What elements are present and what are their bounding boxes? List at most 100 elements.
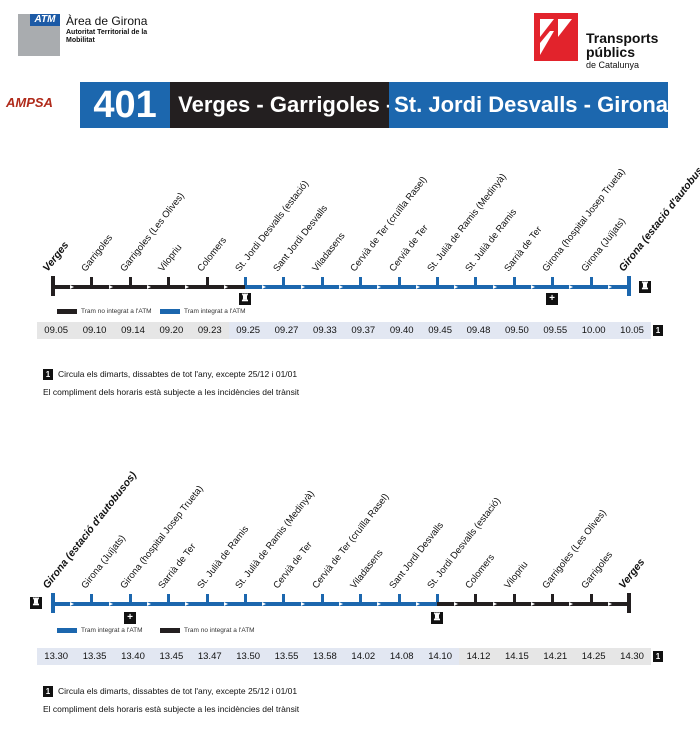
stop-label: Sarrià de Ter [502, 224, 545, 274]
time-cell: 14.21 [536, 648, 575, 665]
direction-arrow-icon [377, 602, 382, 606]
time-cell: 14.10 [420, 648, 460, 665]
time-cell: 14.08 [382, 648, 421, 665]
direction-arrow-icon [70, 285, 75, 289]
stop-label: Garrigoles [578, 549, 615, 591]
stop-tick [205, 594, 209, 602]
time-cell: 13.30 [37, 648, 76, 665]
train-icon: ♜ [431, 612, 443, 624]
timetable-row: 09.05 09.10 09.14 09.20 09.23 09.25 09.27 09.33… [37, 322, 652, 339]
stop-tick [589, 277, 593, 285]
route-name-black: Verges - Garrigoles - [170, 82, 393, 128]
time-cell: 14.30 [612, 648, 652, 665]
direction-arrow-icon [607, 285, 612, 289]
time-cell: 10.05 [612, 322, 652, 339]
stop-label: Cervià de Ter [271, 539, 316, 591]
time-cell: 13.55 [267, 648, 306, 665]
stop-tick [244, 594, 247, 602]
direction-arrow-icon [531, 285, 535, 289]
time-cell: 09.25 [228, 322, 268, 339]
time-cell: 09.50 [497, 322, 537, 339]
stop-tick [282, 594, 286, 602]
stop-label: Verges [616, 556, 648, 591]
legend-item: Tram no integrat a l'ATM [160, 627, 255, 634]
terminal-cap [627, 276, 631, 296]
note-badge: 1 [43, 369, 53, 380]
time-cell: 13.58 [305, 648, 345, 665]
tp-subtitle: de Catalunya [586, 60, 640, 70]
legend-swatch [160, 628, 180, 633]
direction-arrow-icon [339, 602, 343, 606]
time-cell: 09.14 [113, 322, 153, 339]
operator-logo: AMPSA [6, 95, 53, 110]
direction-arrow-icon [108, 602, 113, 606]
stop-tick [359, 277, 363, 285]
stop-tick [436, 277, 439, 285]
stop-tick [167, 277, 171, 285]
time-cell: 13.45 [152, 648, 191, 665]
direction-arrow-icon [300, 285, 305, 289]
direction-arrow-icon [147, 285, 151, 289]
stop-label: St. Julià de Ramis (Medinyà) [233, 488, 317, 591]
train-icon: ♜ [30, 597, 42, 609]
stop-label: St. Jordi Desvalls (estació) [233, 178, 312, 274]
stop-label: Garrigoles (Les Olives) [540, 507, 609, 591]
stop-tick [551, 594, 555, 602]
stop-label: Sarrià de Ter [156, 541, 199, 591]
hospital-icon: + [546, 293, 558, 305]
time-cell: 09.20 [152, 322, 191, 339]
terminal-cap [627, 593, 631, 613]
legend-label: Tram integrat a l'ATM [184, 308, 246, 315]
direction-arrow-icon [454, 602, 459, 606]
stop-tick [512, 277, 516, 285]
stop-tick [205, 277, 209, 285]
stop-label: Cervià de Ter (cruïlla Rasel) [310, 491, 392, 591]
note-disclaimer: El compliment dels horaris està subjecte… [43, 704, 300, 714]
legend-label: Tram integrat a l'ATM [81, 627, 143, 634]
time-cell: 09.33 [305, 322, 345, 339]
legend-label: Tram no integrat a l'ATM [81, 308, 152, 315]
direction-arrow-icon [454, 285, 459, 289]
legend-swatch [57, 309, 77, 314]
terminal-cap [51, 593, 55, 613]
legend-swatch [160, 309, 180, 314]
time-cell: 09.40 [382, 322, 421, 339]
direction-arrow-icon [607, 602, 612, 606]
direction-arrow-icon [377, 285, 382, 289]
time-cell: 13.47 [190, 648, 229, 665]
stop-label: Viladasens [348, 547, 386, 591]
stop-label: St. Jordi Desvalls (estació) [425, 495, 504, 591]
route-name-blue: St. Jordi Desvalls - Girona [389, 82, 668, 128]
stop-tick [320, 277, 324, 285]
stop-tick [128, 594, 132, 602]
direction-arrow-icon [569, 285, 574, 289]
stop-tick [474, 277, 478, 285]
stop-tick [90, 277, 94, 285]
note-frequency: Circula els dimarts, dissabtes de tot l'… [58, 686, 298, 696]
stop-tick [320, 594, 324, 602]
direction-arrow-icon [415, 285, 420, 289]
stop-label: Girona (estació d'autobusos) [616, 152, 700, 274]
stop-tick [397, 277, 401, 285]
direction-arrow-icon [531, 602, 535, 606]
stop-tick [90, 594, 94, 602]
stop-label: Viladasens [310, 230, 348, 274]
direction-arrow-icon [415, 602, 420, 606]
time-cell: 14.15 [497, 648, 537, 665]
stop-label: St. Julià de Ramis (Medinyà) [425, 171, 509, 274]
direction-arrow-icon [185, 285, 190, 289]
route-banner: 401 Verges - Garrigoles - St. Jordi Desv… [80, 82, 668, 128]
direction-arrow-icon [185, 602, 190, 606]
direction-arrow-icon [147, 602, 151, 606]
tp-name: Transports públics [586, 30, 659, 60]
stop-label: Colomers [463, 552, 498, 591]
legend-item: Tram no integrat a l'ATM [57, 308, 152, 315]
service-note-badge: 1 [653, 325, 663, 336]
stop-label: Vilopriu [156, 242, 185, 274]
stop-label: Cervià de Ter [386, 222, 431, 274]
stop-tick [436, 594, 439, 602]
time-cell: 09.48 [459, 322, 498, 339]
stop-tick [359, 594, 363, 602]
train-icon: ♜ [639, 281, 651, 293]
direction-arrow-icon [339, 285, 343, 289]
